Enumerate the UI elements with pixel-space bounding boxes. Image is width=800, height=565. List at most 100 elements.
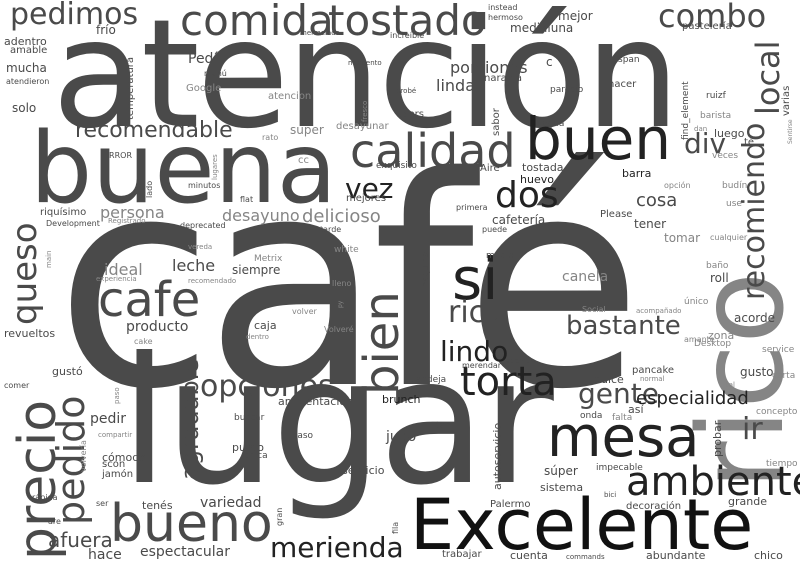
word: Social	[582, 305, 606, 314]
word: pedir	[90, 411, 127, 427]
word: volvería	[79, 440, 88, 472]
word: trabajar	[442, 549, 482, 560]
word: Excelente	[410, 484, 754, 565]
word: especialidad	[636, 388, 749, 409]
word: tostado	[328, 0, 487, 45]
word: instead	[488, 3, 518, 12]
word: parecio	[550, 85, 584, 95]
word: bandeja	[410, 375, 447, 385]
word: Please	[600, 209, 633, 220]
word: Registrado	[108, 217, 146, 225]
word: chica	[244, 451, 268, 461]
word: div	[684, 127, 727, 160]
word: grande	[728, 495, 767, 508]
word: Users	[396, 109, 425, 120]
word: momento	[348, 59, 382, 67]
word: fila	[391, 521, 400, 534]
word: cómodo	[102, 451, 146, 464]
word: ERROR	[104, 151, 133, 160]
word: merienda	[270, 531, 404, 564]
word: white	[334, 245, 359, 255]
word: tenés	[142, 499, 173, 512]
word: tal	[726, 381, 735, 389]
word: are	[48, 517, 61, 526]
word: scon	[102, 459, 126, 470]
word: leche	[172, 256, 216, 275]
word: chico	[754, 549, 783, 562]
word: menú	[204, 69, 227, 78]
word: cc	[298, 155, 309, 166]
word: buena	[30, 112, 337, 226]
word: mucha	[6, 61, 47, 75]
word: cualquier	[710, 233, 748, 242]
word: budín	[722, 181, 748, 191]
word: cuenta	[510, 549, 548, 562]
word: atendieron	[6, 77, 50, 86]
word: falta	[612, 413, 633, 423]
word: lleno	[332, 279, 352, 288]
word: amante	[684, 335, 715, 344]
word: acorde	[734, 311, 776, 325]
word: tostada	[522, 161, 564, 174]
word: experiencia	[96, 275, 137, 283]
word: comer	[4, 381, 30, 390]
word: desayunar	[336, 121, 389, 132]
word: caja	[254, 319, 277, 332]
word: minutos	[188, 181, 221, 190]
word: flat	[240, 195, 254, 204]
word: Aire	[480, 163, 500, 174]
word: atención	[52, 0, 680, 162]
word: luego	[714, 127, 745, 140]
word: tomar	[664, 231, 701, 245]
word: dan	[694, 125, 708, 133]
word: compartir	[98, 431, 133, 439]
word: opciones	[200, 369, 334, 404]
word: adentro	[4, 35, 47, 48]
word: lugares	[211, 154, 219, 180]
word: varias	[781, 85, 792, 116]
word: exquisito	[376, 161, 417, 171]
word: lado	[145, 180, 154, 198]
word: span	[618, 55, 640, 65]
word: ideal	[104, 260, 143, 279]
word: así	[628, 403, 644, 416]
word: torta	[460, 359, 557, 405]
word: use	[726, 199, 742, 209]
word: té	[744, 137, 755, 148]
word: delicioso	[302, 206, 381, 227]
word: dos	[495, 175, 559, 216]
word: Metrix	[254, 254, 283, 264]
word: puede	[482, 225, 508, 234]
word: hace	[88, 547, 122, 563]
word: además	[506, 357, 534, 365]
word: Pedí	[188, 51, 218, 67]
word: paso	[113, 387, 121, 404]
word: persona	[100, 203, 165, 222]
word: ser	[96, 499, 109, 508]
word: fresco	[361, 100, 369, 122]
word: sistema	[540, 481, 584, 494]
word: sabor	[491, 108, 502, 136]
word: volver	[292, 307, 317, 316]
word: bici	[604, 491, 617, 499]
word: porciones	[450, 58, 528, 77]
word: desayuno	[222, 206, 300, 225]
word: increíble	[390, 31, 425, 40]
word: Google	[186, 83, 222, 94]
word: gente	[578, 377, 659, 410]
word: recomendado	[188, 277, 237, 285]
word: bien	[354, 291, 410, 395]
word: gran	[275, 507, 284, 526]
word: café	[55, 116, 643, 453]
word: espectacular	[140, 544, 230, 560]
word: dulce	[594, 373, 624, 386]
word: atencion	[268, 91, 312, 102]
word: cosa	[636, 190, 678, 211]
word: calidad	[350, 124, 516, 178]
word: jugo	[386, 429, 417, 445]
word: riquísimo	[40, 207, 87, 218]
word: ruizf	[706, 91, 726, 101]
word: siempre	[232, 263, 281, 277]
word: vaso	[292, 431, 314, 441]
